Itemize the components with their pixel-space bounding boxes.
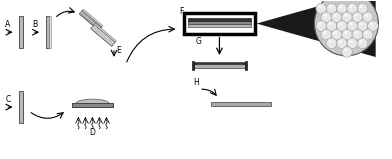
Polygon shape (211, 102, 271, 106)
Circle shape (342, 12, 352, 23)
Circle shape (360, 22, 363, 25)
Circle shape (344, 14, 347, 17)
Polygon shape (192, 61, 194, 70)
Circle shape (347, 3, 358, 14)
Polygon shape (19, 16, 23, 48)
Text: A: A (5, 20, 11, 29)
Circle shape (362, 29, 373, 40)
Text: E: E (116, 46, 121, 55)
Circle shape (321, 12, 332, 23)
Circle shape (323, 14, 327, 17)
Circle shape (321, 29, 332, 40)
Polygon shape (94, 23, 116, 42)
Ellipse shape (76, 99, 109, 108)
Circle shape (316, 21, 327, 31)
Circle shape (328, 5, 332, 8)
Circle shape (365, 14, 368, 17)
Circle shape (323, 31, 327, 34)
Circle shape (339, 5, 342, 8)
Circle shape (354, 31, 358, 34)
Circle shape (349, 40, 352, 43)
Circle shape (316, 3, 327, 14)
Circle shape (334, 14, 337, 17)
Circle shape (328, 40, 332, 43)
Polygon shape (91, 24, 115, 46)
Circle shape (358, 3, 368, 14)
Polygon shape (72, 103, 113, 107)
Circle shape (339, 22, 342, 25)
Circle shape (314, 0, 378, 56)
Text: H: H (193, 78, 199, 87)
Circle shape (360, 40, 363, 43)
Circle shape (362, 12, 373, 23)
Circle shape (349, 22, 352, 25)
Circle shape (358, 38, 368, 48)
Polygon shape (194, 62, 245, 64)
Circle shape (326, 3, 337, 14)
Circle shape (334, 31, 337, 34)
Circle shape (352, 29, 363, 40)
Text: F: F (180, 7, 184, 16)
Circle shape (349, 5, 352, 8)
Polygon shape (46, 16, 49, 48)
Circle shape (337, 21, 347, 31)
Polygon shape (79, 10, 102, 30)
Polygon shape (188, 24, 251, 28)
Text: B: B (33, 20, 38, 29)
Circle shape (354, 14, 358, 17)
Circle shape (360, 5, 363, 8)
Circle shape (331, 12, 342, 23)
Circle shape (331, 29, 342, 40)
Polygon shape (49, 16, 51, 48)
Polygon shape (82, 9, 103, 27)
Polygon shape (245, 61, 247, 70)
Circle shape (337, 3, 347, 14)
Circle shape (344, 48, 347, 52)
Circle shape (326, 21, 337, 31)
Circle shape (368, 21, 378, 31)
Polygon shape (19, 91, 23, 123)
Circle shape (347, 38, 358, 48)
Circle shape (318, 22, 321, 25)
Circle shape (328, 22, 332, 25)
Text: G: G (196, 37, 202, 46)
Polygon shape (256, 0, 376, 57)
Circle shape (342, 29, 352, 40)
Polygon shape (188, 21, 251, 24)
Polygon shape (72, 103, 113, 107)
Polygon shape (188, 18, 251, 21)
Text: C: C (5, 95, 11, 104)
Circle shape (347, 21, 358, 31)
Circle shape (318, 5, 321, 8)
Circle shape (339, 40, 342, 43)
Circle shape (358, 21, 368, 31)
Circle shape (337, 38, 347, 48)
Circle shape (344, 31, 347, 34)
Circle shape (370, 22, 373, 25)
Circle shape (326, 38, 337, 48)
Circle shape (365, 31, 368, 34)
Circle shape (342, 47, 352, 57)
Text: D: D (89, 128, 95, 137)
Circle shape (352, 12, 363, 23)
FancyBboxPatch shape (73, 103, 112, 111)
Polygon shape (194, 64, 245, 68)
